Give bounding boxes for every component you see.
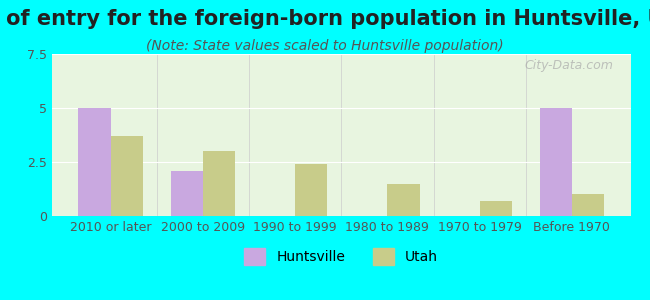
Bar (203, 151, 235, 216)
Text: City-Data.com: City-Data.com (525, 59, 613, 72)
Legend: Huntsville, Utah: Huntsville, Utah (239, 243, 443, 271)
Bar (387, 184, 420, 216)
Bar (540, 108, 572, 216)
Bar (78, 108, 111, 216)
Bar (111, 136, 143, 216)
Text: Year of entry for the foreign-born population in Huntsville, Utah: Year of entry for the foreign-born popul… (0, 9, 650, 29)
Bar (572, 194, 604, 216)
Text: (Note: State values scaled to Huntsville population): (Note: State values scaled to Huntsville… (146, 39, 504, 53)
Bar (295, 164, 328, 216)
Bar (170, 171, 203, 216)
Bar (480, 201, 512, 216)
